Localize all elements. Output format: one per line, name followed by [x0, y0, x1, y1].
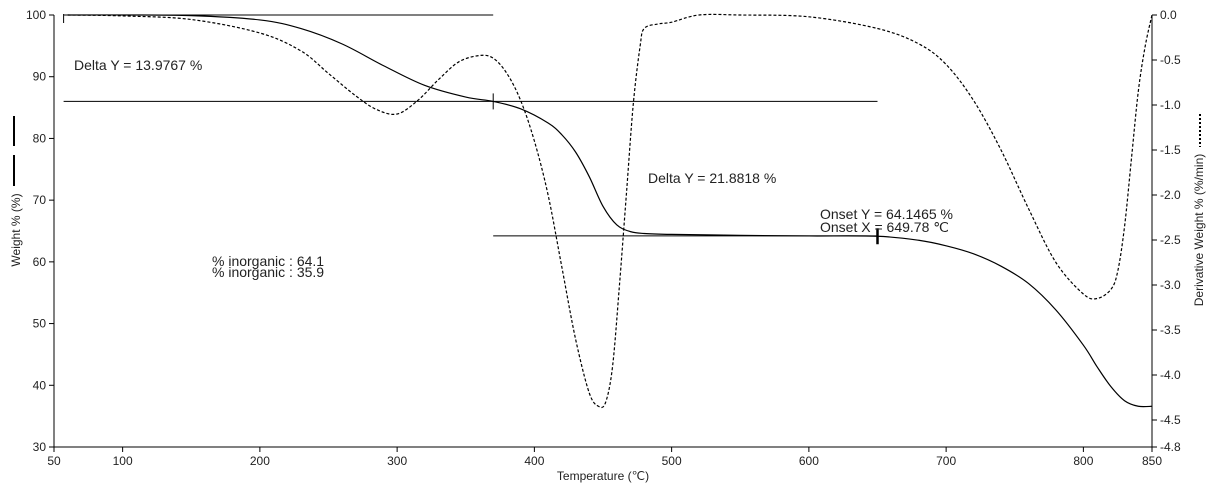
y-right-tick-label: -4.8 — [1160, 440, 1181, 454]
y-right-tick-label: -1.5 — [1160, 143, 1181, 157]
annotation-inorganic-1: % inorganic : 64.1 — [212, 253, 324, 269]
x-tick-label: 50 — [47, 454, 61, 468]
y-left-tick-label: 40 — [33, 378, 47, 392]
x-tick-label: 400 — [524, 454, 544, 468]
x-tick-label: 700 — [936, 454, 956, 468]
weight-line — [67, 14, 1153, 408]
x-axis-title: Temperature (℃) — [557, 469, 649, 483]
y-right-tick-label: -2.5 — [1160, 233, 1181, 247]
y-left-tick-label: 50 — [33, 317, 47, 331]
x-tick-label: 800 — [1073, 454, 1093, 468]
annotation-onset-y: Onset Y = 64.1465 % — [820, 206, 953, 222]
y-left-tick-label: 80 — [33, 131, 47, 145]
y-right-tick-label: -4.0 — [1160, 368, 1181, 382]
y-right-tick-label: -2.0 — [1160, 188, 1181, 202]
x-tick-label: 850 — [1142, 454, 1162, 468]
x-tick-label: 100 — [113, 454, 133, 468]
y-right-tick-label: -1.0 — [1160, 98, 1181, 112]
y-right-tick-label: -4.5 — [1160, 413, 1181, 427]
annotation-delta-y-2: Delta Y = 21.8818 % — [648, 170, 776, 186]
y-left-tick-label: 100 — [26, 8, 46, 22]
y-left-tick-label: 30 — [33, 440, 47, 454]
y-right-tick-label: -3.0 — [1160, 278, 1181, 292]
x-tick-label: 600 — [799, 454, 819, 468]
annotation-inorganic-2: % inorganic : 35.9 — [212, 264, 324, 280]
x-tick-label: 500 — [662, 454, 682, 468]
y-axis-left-title: Weight % (%) — [9, 193, 23, 266]
y-left-tick-label: 70 — [33, 193, 47, 207]
x-tick-label: 200 — [250, 454, 270, 468]
y-left-tick-label: 60 — [33, 255, 47, 269]
y-left-tick-label: 90 — [33, 70, 47, 84]
y-right-tick-label: -0.5 — [1160, 53, 1181, 67]
derivative-weight-line — [67, 13, 1153, 409]
y-axis-right-title: Derivative Weight % (%/min) — [1192, 154, 1206, 306]
plot-area — [54, 15, 1152, 447]
y-right-tick-label: 0.0 — [1160, 8, 1177, 22]
annotation-onset-x: Onset X = 649.78 ℃ — [820, 219, 949, 235]
x-tick-label: 300 — [387, 454, 407, 468]
y-right-tick-label: -3.5 — [1160, 323, 1181, 337]
annotation-delta-y-1: Delta Y = 13.9767 % — [74, 57, 202, 73]
